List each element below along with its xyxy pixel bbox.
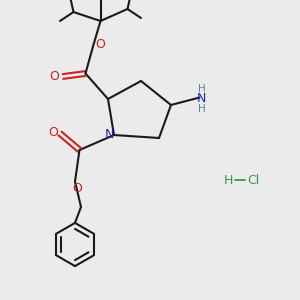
Text: O: O: [50, 70, 59, 83]
Text: O: O: [72, 182, 82, 195]
Text: H: H: [198, 84, 206, 94]
Text: O: O: [96, 38, 105, 52]
Text: N: N: [196, 92, 206, 106]
Text: H: H: [223, 173, 233, 187]
Text: O: O: [49, 125, 58, 139]
Text: N: N: [105, 128, 114, 142]
Text: H: H: [198, 104, 206, 114]
Text: Cl: Cl: [248, 173, 260, 187]
